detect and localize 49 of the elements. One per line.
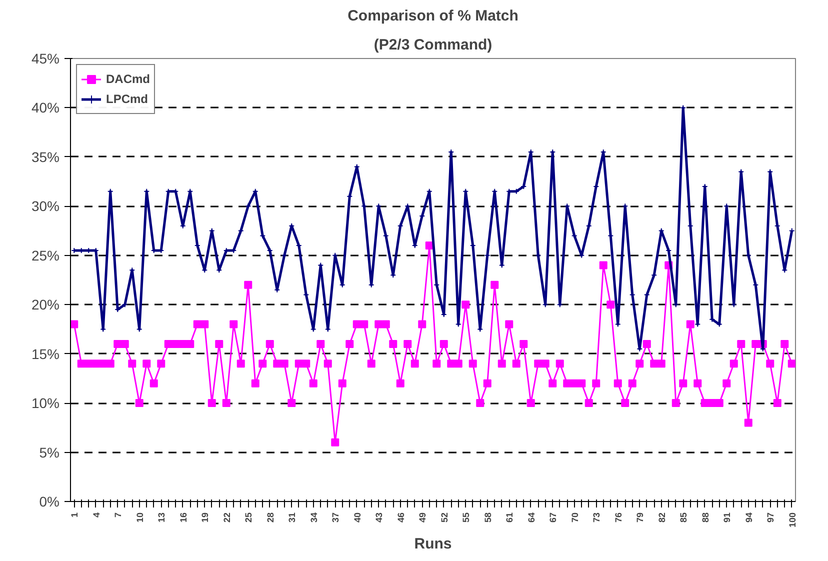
x-tick-label: 52 xyxy=(439,512,450,523)
x-tick-label: 7 xyxy=(113,512,124,518)
x-tick-label: 16 xyxy=(178,512,188,523)
x-tick-label: 25 xyxy=(244,512,254,523)
x-tick-label: 13 xyxy=(156,512,167,523)
x-tick-label: 73 xyxy=(592,512,602,523)
x-tick-label: 31 xyxy=(287,512,298,523)
x-tick-label: 94 xyxy=(744,512,754,523)
legend-label: LPCmd xyxy=(106,92,148,106)
legend-label: DACmd xyxy=(106,72,150,86)
y-tick-label: 20% xyxy=(31,296,60,313)
y-tick-label: 0% xyxy=(39,494,60,510)
x-tick-label: 1 xyxy=(70,512,80,518)
x-tick-label: 4 xyxy=(91,512,102,518)
x-tick-label: 28 xyxy=(265,512,276,523)
x-tick-label: 82 xyxy=(656,512,667,523)
x-tick-label: 19 xyxy=(200,512,210,523)
x-tick-label: 61 xyxy=(504,512,515,523)
x-tick-label: 88 xyxy=(700,512,710,523)
y-tick-label: 10% xyxy=(31,395,60,412)
y-tick-label: 35% xyxy=(31,148,60,165)
y-tick-label: 15% xyxy=(31,346,60,362)
y-tick-label: 40% xyxy=(31,100,60,116)
x-tick-label: 43 xyxy=(374,512,384,523)
x-tick-label: 10 xyxy=(134,512,145,523)
x-tick-label: 22 xyxy=(222,512,232,523)
x-tick-label: 85 xyxy=(678,512,689,523)
x-tick-label: 40 xyxy=(352,512,362,523)
y-tick-label: 25% xyxy=(31,247,60,264)
x-tick-label: 58 xyxy=(482,512,493,523)
x-tick-label: 55 xyxy=(461,512,472,523)
x-tick-label: 49 xyxy=(418,512,428,523)
x-tick-label: 76 xyxy=(613,512,624,523)
x-axis-title: Runs xyxy=(414,536,452,553)
x-tick-label: 100 xyxy=(787,512,798,528)
x-tick-label: 37 xyxy=(330,512,341,523)
x-tick-label: 64 xyxy=(526,512,536,523)
chart-title: Comparison of % Match xyxy=(348,8,518,24)
x-tick-label: 91 xyxy=(722,512,732,523)
x-tick-label: 70 xyxy=(570,512,580,523)
x-tick-label: 97 xyxy=(766,512,776,523)
y-tick-label: 5% xyxy=(39,444,60,460)
x-tick-label: 34 xyxy=(308,512,319,523)
x-tick-label: 79 xyxy=(635,512,646,523)
chart-subtitle: (P2/3 Command) xyxy=(374,36,492,54)
y-tick-label: 45% xyxy=(31,50,60,66)
y-tick-label: 30% xyxy=(31,198,60,214)
x-tick-label: 67 xyxy=(548,512,558,523)
x-tick-label: 46 xyxy=(396,512,406,523)
